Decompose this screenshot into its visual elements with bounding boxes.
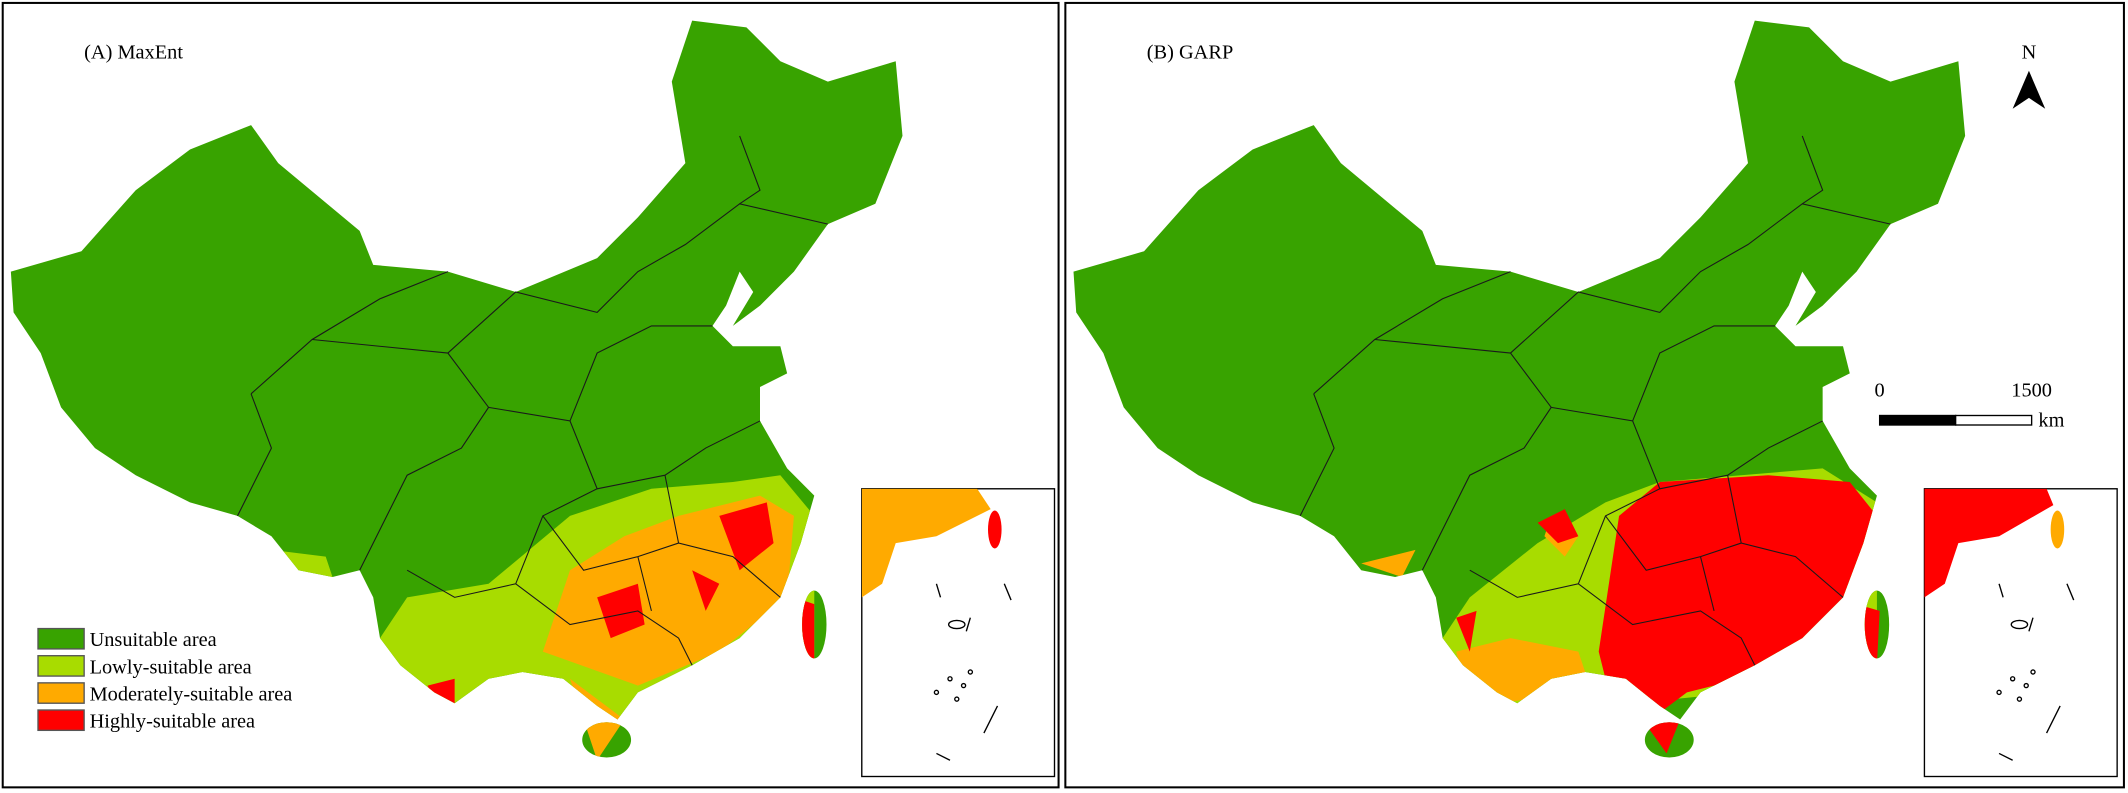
panel-frame — [1, 1, 1060, 789]
inset-zone — [1924, 488, 2054, 598]
legend-label: Lowly-suitable area — [90, 656, 252, 678]
legend-swatch — [37, 709, 85, 732]
scale-start: 0 — [1875, 380, 1885, 402]
panel-a: (A) MaxEnt Unsuitable area Lowly-suitabl… — [1, 1, 1060, 789]
scale-end: 1500 — [2011, 380, 2052, 402]
legend-label: Moderately-suitable area — [90, 684, 293, 706]
suitability-zones — [1361, 468, 1880, 754]
scale-segment — [1878, 414, 1957, 426]
moderate-zone — [542, 495, 794, 758]
high-zone — [1456, 475, 1880, 754]
legend-swatch — [37, 655, 85, 677]
panel-title: (B) GARP — [1147, 42, 1233, 64]
legend: Unsuitable area Lowly-suitable area Mode… — [37, 627, 293, 733]
inset-taiwan — [2050, 510, 2065, 549]
suitability-zones — [271, 475, 815, 758]
legend-swatch — [37, 682, 85, 704]
panel-b: (B) GARP N 0 1500 km — [1064, 1, 2125, 789]
north-label: N — [2022, 42, 2037, 64]
north-arrow: N — [2012, 42, 2046, 109]
north-arrow-icon — [2012, 70, 2046, 109]
legend-swatch — [37, 627, 85, 650]
scale-unit: km — [2038, 409, 2064, 431]
high-zone — [427, 502, 815, 704]
inset-taiwan — [988, 510, 1002, 549]
legend-label: Unsuitable area — [90, 629, 217, 651]
inset-zone — [861, 488, 991, 598]
panel-title: (A) MaxEnt — [84, 42, 183, 64]
moderate-zone — [1361, 515, 1592, 706]
scale-bar: 0 1500 km — [1875, 380, 2065, 432]
panel-frame — [1064, 1, 2125, 789]
legend-label: Highly-suitable area — [90, 711, 256, 733]
scale-segment — [1954, 414, 2033, 426]
